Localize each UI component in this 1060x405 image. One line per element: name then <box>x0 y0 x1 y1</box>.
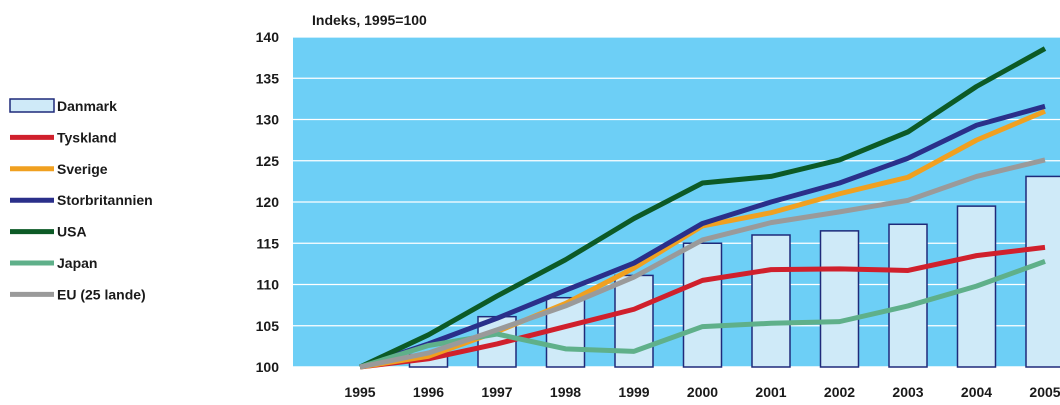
x-tick-label-2003: 2003 <box>892 384 923 400</box>
x-tick-label-1997: 1997 <box>481 384 512 400</box>
legend-item-japan: Japan <box>10 255 97 271</box>
bar-danmark-2005 <box>1025 175 1060 368</box>
y-tick-labels: 100 105 110 115 120 125 130 135 140 <box>256 29 280 375</box>
x-tick-label-1998: 1998 <box>550 384 581 400</box>
y-tick-label-125: 125 <box>256 153 280 169</box>
x-tick-label-1996: 1996 <box>413 384 444 400</box>
y-tick-label-130: 130 <box>256 112 280 128</box>
legend-item-sverige: Sverige <box>10 161 108 177</box>
legend-item-tyskland: Tyskland <box>10 129 117 145</box>
line-storbritannien <box>359 103 1046 370</box>
x-tick-label-2000: 2000 <box>687 384 718 400</box>
legend-label-usa: USA <box>57 224 87 240</box>
line-usa <box>358 46 1047 370</box>
legend-label-japan: Japan <box>57 255 97 271</box>
y-tick-label-105: 105 <box>256 318 280 334</box>
legend: Danmark Tyskland Sverige Storbritannien USA J… <box>9 98 153 302</box>
legend-label-danmark: Danmark <box>57 98 117 114</box>
bar-danmark-2000 <box>682 242 723 368</box>
x-tick-label-2002: 2002 <box>824 384 855 400</box>
y-tick-label-140: 140 <box>256 29 280 45</box>
y-tick-label-120: 120 <box>256 194 280 210</box>
legend-item-eu-25-lande: EU (25 lande) <box>10 286 146 302</box>
legend-item-storbritannien: Storbritannien <box>10 192 153 208</box>
y-tick-label-110: 110 <box>256 277 279 293</box>
x-tick-label-2005: 2005 <box>1029 384 1060 400</box>
legend-label-storbritannien: Storbritannien <box>57 192 153 208</box>
y-tick-label-100: 100 <box>256 359 280 375</box>
legend-label-eu-25-lande: EU (25 lande) <box>57 286 146 302</box>
x-tick-label-2001: 2001 <box>755 384 786 400</box>
x-tick-label-1995: 1995 <box>344 384 375 400</box>
bar-danmark-2002 <box>819 230 860 368</box>
bar-danmark-2001 <box>751 234 791 368</box>
line-tyskland <box>359 244 1046 370</box>
legend-label-tyskland: Tyskland <box>57 129 117 145</box>
x-tick-label-2004: 2004 <box>961 384 992 400</box>
y-tick-label-115: 115 <box>256 235 279 251</box>
legend-item-danmark: Danmark <box>9 98 117 114</box>
legend-swatch-danmark <box>9 98 55 113</box>
legend-item-usa: USA <box>10 224 87 240</box>
bar-danmark-2003 <box>888 223 928 368</box>
x-tick-labels: 1995 1996 1997 1998 1999 2000 2001 2002 2003 2004… <box>344 384 1060 400</box>
line-series <box>358 46 1047 370</box>
line-eu-25-lande <box>359 157 1046 370</box>
legend-label-sverige: Sverige <box>57 161 108 177</box>
x-tick-label-1999: 1999 <box>618 384 649 400</box>
y-axis-label: Indeks, 1995=100 <box>312 12 427 28</box>
y-tick-label-135: 135 <box>256 70 280 86</box>
